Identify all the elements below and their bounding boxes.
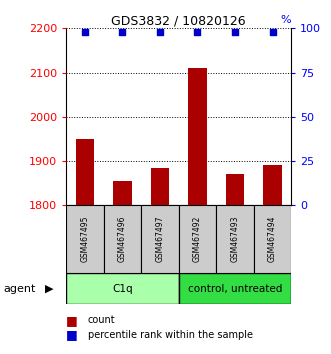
- Bar: [66, 205, 104, 273]
- Text: GSM467496: GSM467496: [118, 216, 127, 262]
- Text: GSM467495: GSM467495: [80, 216, 89, 262]
- Bar: [188, 68, 207, 205]
- Text: control, untreated: control, untreated: [188, 284, 282, 293]
- Text: GSM467492: GSM467492: [193, 216, 202, 262]
- Text: GSM467497: GSM467497: [156, 216, 165, 262]
- Bar: [226, 174, 244, 205]
- Point: [270, 29, 275, 35]
- Point: [120, 29, 125, 35]
- Title: GDS3832 / 10820126: GDS3832 / 10820126: [112, 14, 246, 27]
- Text: ■: ■: [66, 328, 78, 341]
- Bar: [263, 165, 282, 205]
- Point: [157, 29, 163, 35]
- Bar: [113, 181, 132, 205]
- Bar: [254, 205, 291, 273]
- Text: GSM467494: GSM467494: [268, 216, 277, 262]
- Bar: [104, 205, 141, 273]
- Bar: [141, 205, 179, 273]
- Point: [232, 29, 238, 35]
- Text: percentile rank within the sample: percentile rank within the sample: [88, 330, 253, 339]
- Bar: [179, 273, 291, 304]
- Bar: [216, 205, 254, 273]
- Bar: [75, 139, 94, 205]
- Text: GSM467493: GSM467493: [230, 216, 240, 262]
- Text: ■: ■: [66, 314, 78, 327]
- Text: ▶: ▶: [45, 284, 53, 293]
- Text: count: count: [88, 315, 115, 325]
- Point: [82, 29, 88, 35]
- Text: C1q: C1q: [112, 284, 133, 293]
- Text: %: %: [281, 15, 291, 25]
- Text: agent: agent: [3, 284, 36, 293]
- Bar: [66, 273, 179, 304]
- Point: [195, 29, 200, 35]
- Bar: [151, 168, 169, 205]
- Bar: [179, 205, 216, 273]
